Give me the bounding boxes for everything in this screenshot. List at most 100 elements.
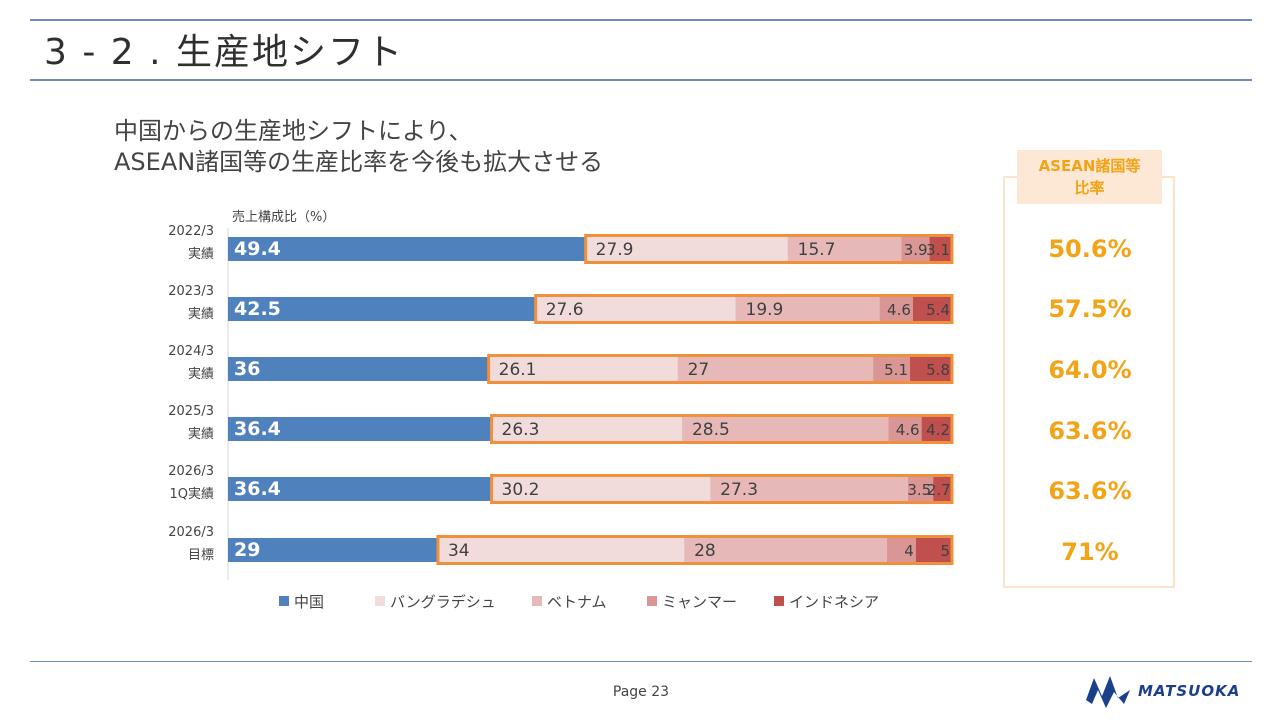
- bar-segment: [787, 237, 902, 261]
- asean-highlight-border: [487, 354, 954, 384]
- asean-highlight-border: [584, 234, 954, 264]
- data-label: 19.9: [746, 300, 784, 320]
- data-label: 27.6: [546, 300, 584, 320]
- bar-segment: [915, 538, 952, 562]
- asean-highlight-border: [490, 414, 954, 444]
- bar-segment: [491, 417, 682, 441]
- category-label: 1Q実績: [169, 486, 214, 502]
- bar-segment: [879, 297, 913, 321]
- bar-segment: [735, 297, 880, 321]
- data-label: 36: [234, 358, 260, 380]
- bar-segment: [228, 297, 536, 321]
- slide-title: 3 - 2 . 生産地シフト: [44, 32, 405, 73]
- asean-highlight-border: [436, 535, 954, 565]
- category-label: 2023/3: [168, 284, 214, 299]
- data-label: 27: [688, 360, 710, 380]
- bar-segment: [684, 538, 887, 562]
- data-label: 5.1: [884, 361, 908, 379]
- bar-segment: [677, 357, 874, 381]
- bar-segment: [910, 357, 952, 381]
- stacked-bar-chart: 売上構成比（%） 2022/3 実績 49.4 27.9 15.7 3.93.1 2023/3…: [168, 209, 954, 611]
- bar-segment: [228, 538, 438, 562]
- data-label: 5.4: [926, 301, 950, 319]
- data-label: 36.4: [234, 418, 281, 440]
- bar-segment: [873, 357, 911, 381]
- logo-text: MATSUOKA: [1138, 682, 1241, 700]
- bar-segment: [710, 477, 908, 501]
- bar-segment: [585, 237, 788, 261]
- category-label: 実績: [188, 246, 214, 262]
- legend-swatch: [532, 596, 542, 606]
- asean-ratio-value: 71%: [1061, 538, 1119, 566]
- bar-segment: [933, 477, 953, 501]
- data-label: 3.5: [907, 481, 931, 499]
- asean-ratio-value: 57.5%: [1048, 295, 1132, 323]
- bar-segment: [901, 237, 930, 261]
- data-label: 4.6: [896, 421, 920, 439]
- data-label: 15.7: [798, 240, 836, 260]
- data-label: 5.8: [926, 361, 950, 379]
- data-label: 26.1: [499, 360, 537, 380]
- category-label: 実績: [188, 306, 214, 322]
- category-label: 2022/3: [168, 224, 214, 239]
- data-label: 4: [904, 542, 914, 560]
- data-label: 2.7: [927, 481, 951, 499]
- page-number: Page 23: [612, 684, 670, 700]
- bar-segment: [228, 357, 489, 381]
- asean-ratio-header-line-1: ASEAN諸国等: [1038, 157, 1141, 175]
- data-label: 3.1: [926, 241, 950, 259]
- bar-segment: [921, 417, 952, 441]
- slide-subtitle: 中国からの生産地シフトにより、 ASEAN諸国等の生産比率を今後も拡大させる: [114, 116, 603, 178]
- top-rule: [30, 19, 1252, 21]
- category-label: 2026/3: [168, 464, 214, 479]
- bar-segment: [888, 417, 922, 441]
- category-label: 2024/3: [168, 344, 214, 359]
- data-label: 29: [234, 539, 260, 561]
- category-label: 2026/3: [168, 525, 214, 540]
- asean-ratio-value: 50.6%: [1048, 235, 1132, 263]
- bar-segment: [228, 477, 492, 501]
- data-label: 30.2: [502, 480, 540, 500]
- data-label: 4.6: [887, 301, 911, 319]
- data-label: 5: [940, 542, 950, 560]
- data-label: 28: [694, 541, 716, 561]
- legend-label: 中国: [294, 593, 324, 611]
- data-label: 49.4: [234, 238, 281, 260]
- bar-segment: [929, 237, 952, 261]
- category-label: 2025/3: [168, 404, 214, 419]
- data-label: 26.3: [502, 420, 540, 440]
- data-label: 34: [448, 541, 470, 561]
- category-label: 実績: [188, 426, 214, 442]
- category-label: 目標: [188, 548, 214, 563]
- category-label: 実績: [188, 366, 214, 382]
- asean-ratio-header-line-2: 比率: [1074, 179, 1105, 197]
- subtitle-line-2: ASEAN諸国等の生産比率を今後も拡大させる: [114, 148, 604, 176]
- data-label: 27.3: [720, 480, 758, 500]
- asean-ratio-value: 63.6%: [1048, 477, 1132, 505]
- data-label: 3.9: [904, 241, 928, 259]
- matsuoka-logo-icon: [1086, 676, 1130, 708]
- footer-rule: [30, 661, 1252, 662]
- data-label: 42.5: [234, 298, 281, 320]
- asean-highlight-border: [490, 474, 954, 504]
- bar-segment: [912, 297, 952, 321]
- asean-highlight-border: [534, 294, 954, 324]
- data-label: 36.4: [234, 478, 281, 500]
- bar-segment: [228, 417, 492, 441]
- legend-swatch: [279, 596, 289, 606]
- legend-label: ミャンマー: [662, 593, 737, 611]
- bar-segment: [437, 538, 685, 562]
- legend-swatch: [647, 596, 657, 606]
- legend-swatch: [375, 596, 385, 606]
- bar-segment: [491, 477, 711, 501]
- bar-segment: [681, 417, 889, 441]
- legend-label: インドネシア: [789, 593, 879, 611]
- unit-label: 売上構成比（%）: [232, 209, 335, 225]
- asean-ratio-header: ASEAN諸国等 比率: [1017, 150, 1162, 204]
- legend-label: ベトナム: [547, 593, 607, 611]
- legend-label: バングラデシュ: [390, 593, 496, 611]
- subtitle-line-1: 中国からの生産地シフトにより、: [114, 117, 473, 145]
- legend-swatch: [774, 596, 784, 606]
- data-label: 28.5: [692, 420, 730, 440]
- bar-segment: [228, 237, 586, 261]
